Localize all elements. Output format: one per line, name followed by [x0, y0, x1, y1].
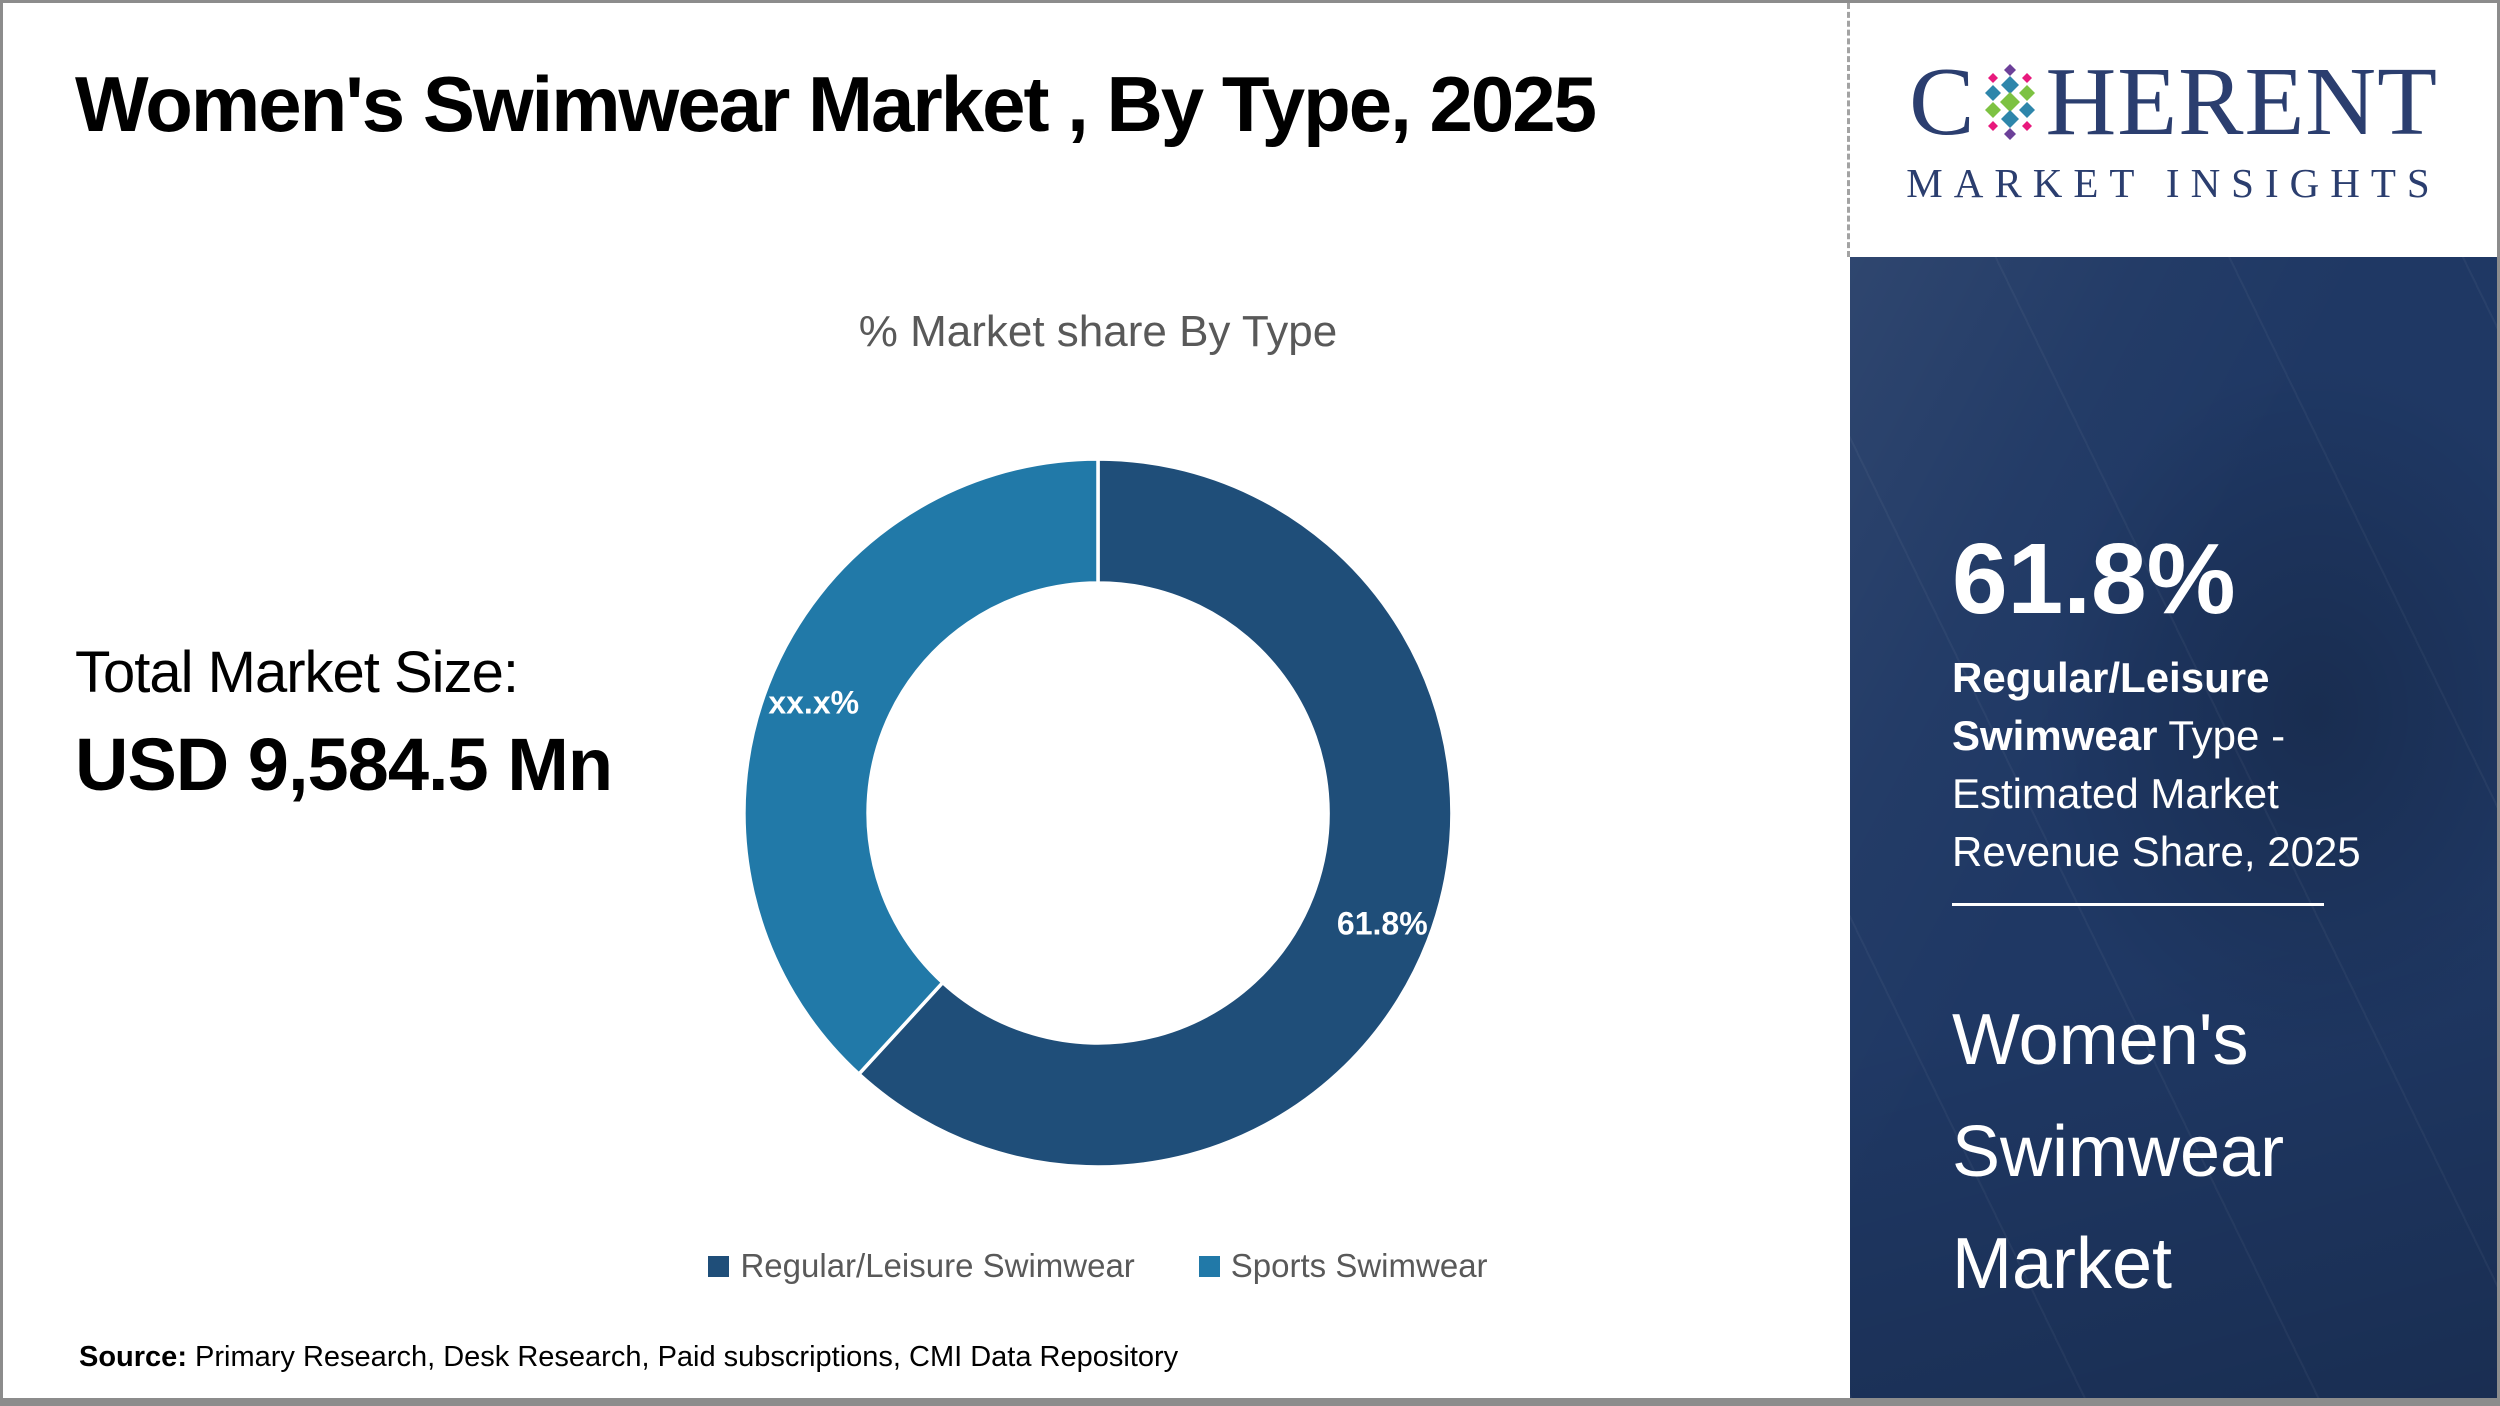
- total-market-size-block: Total Market Size: USD 9,584.5 Mn: [75, 639, 613, 807]
- donut-chart: 61.8% xx.x%: [738, 453, 1458, 1173]
- page-title: Women's Swimwear Market , By Type, 2025: [75, 60, 1597, 148]
- legend-label: Regular/Leisure Swimwear: [740, 1247, 1135, 1284]
- donut-slice-label-0: 61.8%: [1337, 906, 1428, 942]
- sidebar-highlight-bold: Regular/Leisure Swimwear: [1952, 654, 2270, 759]
- coherent-logo: C HERENT M: [1850, 3, 2497, 257]
- sidebar-highlight-rest: Type - Estimated Market Revenue Share, 2…: [1952, 712, 2361, 875]
- donut-slice-0: [857, 457, 1454, 1169]
- sidebar-divider: [1952, 903, 2324, 906]
- coherent-logo-word: C HERENT: [1909, 53, 2438, 151]
- legend-item: Sports Swimwear: [1198, 1247, 1488, 1285]
- logo-letter-c: C: [1909, 48, 1976, 156]
- coherent-logo-subtitle: MARKET INSIGHTS: [1906, 160, 2441, 206]
- source-text: Primary Research, Desk Research, Paid su…: [186, 1341, 1179, 1373]
- legend-swatch: [708, 1255, 730, 1277]
- sidebar-report-title: Women's Swimwear Market: [1952, 1000, 2285, 1304]
- donut-slice-1: [742, 457, 1100, 1076]
- legend-label: Sports Swimwear: [1230, 1247, 1488, 1284]
- sidebar-highlight-value: 61.8%: [1952, 523, 2236, 635]
- logo-letters-herent: HERENT: [2045, 48, 2438, 156]
- highlight-sidebar: 61.8% Regular/Leisure Swimwear Type - Es…: [1850, 257, 2497, 1398]
- source-label: Source:: [79, 1341, 187, 1373]
- donut-slice-label-1: xx.x%: [768, 685, 859, 721]
- sidebar-highlight-description: Regular/Leisure Swimwear Type - Estimate…: [1952, 649, 2382, 881]
- dashed-separator: [1847, 3, 1850, 257]
- chart-title: % Market share By Type: [858, 307, 1338, 356]
- sidebar-content: 61.8% Regular/Leisure Swimwear Type - Es…: [1850, 257, 2497, 1320]
- market-size-value: USD 9,584.5 Mn: [75, 723, 613, 806]
- market-size-label: Total Market Size:: [75, 640, 519, 705]
- legend-item: Regular/Leisure Swimwear: [708, 1247, 1135, 1285]
- chart-legend: Regular/Leisure Swimwear Sports Swimwear: [573, 1247, 1623, 1285]
- legend-swatch: [1198, 1255, 1220, 1277]
- donut-chart-svg: 61.8% xx.x%: [742, 457, 1454, 1169]
- source-line: Source: Primary Research, Desk Research,…: [79, 1341, 1178, 1374]
- coherent-logo-o-ornament-icon: [1985, 64, 2036, 140]
